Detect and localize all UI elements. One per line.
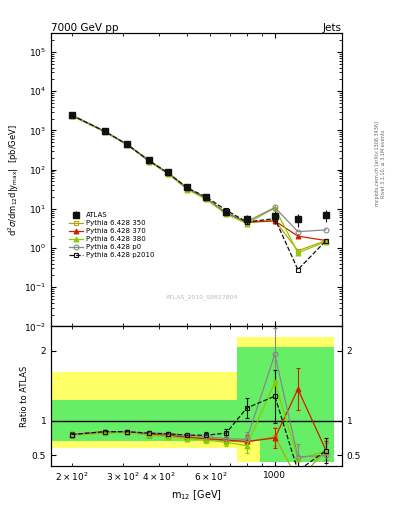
Pythia 6.428 370 xyxy=(125,141,129,147)
Pythia 6.428 p0 xyxy=(272,204,277,210)
Pythia 6.428 380 xyxy=(324,239,329,245)
Text: Jets: Jets xyxy=(323,23,342,32)
Pythia 6.428 370 xyxy=(224,210,229,216)
Pythia 6.428 p2010 xyxy=(166,170,171,176)
Pythia 6.428 370 xyxy=(185,185,190,191)
Pythia 6.428 370 xyxy=(69,112,74,118)
Line: Pythia 6.428 370: Pythia 6.428 370 xyxy=(69,113,329,243)
Pythia 6.428 370 xyxy=(244,219,249,225)
Pythia 6.428 350 xyxy=(272,218,277,224)
Pythia 6.428 370 xyxy=(204,195,208,201)
Text: ATLAS_2010_S8817804: ATLAS_2010_S8817804 xyxy=(166,294,239,300)
Pythia 6.428 380 xyxy=(272,205,277,211)
Pythia 6.428 370 xyxy=(103,129,107,135)
Pythia 6.428 p2010 xyxy=(324,238,329,244)
Pythia 6.428 p0 xyxy=(185,185,190,191)
Pythia 6.428 370 xyxy=(272,218,277,224)
Text: Rivet 3.1.10, ≥ 3.1M events: Rivet 3.1.10, ≥ 3.1M events xyxy=(381,130,386,198)
Pythia 6.428 380 xyxy=(103,129,107,135)
Pythia 6.428 350 xyxy=(103,129,107,135)
Pythia 6.428 380 xyxy=(125,142,129,148)
Pythia 6.428 350 xyxy=(244,219,249,225)
Pythia 6.428 p2010 xyxy=(224,207,229,214)
Text: mcplots.cern.ch [arXiv:1306.3436]: mcplots.cern.ch [arXiv:1306.3436] xyxy=(375,121,380,206)
Pythia 6.428 350 xyxy=(324,238,329,244)
Pythia 6.428 350 xyxy=(224,210,229,216)
Pythia 6.428 380 xyxy=(166,171,171,177)
Pythia 6.428 380 xyxy=(296,250,300,256)
Y-axis label: d$^2\sigma$/dm$_{12}$d|y$_{\rm max}$|  [pb/GeV]: d$^2\sigma$/dm$_{12}$d|y$_{\rm max}$| [p… xyxy=(7,124,21,236)
Line: Pythia 6.428 p2010: Pythia 6.428 p2010 xyxy=(69,113,329,272)
Pythia 6.428 p2010 xyxy=(204,194,208,200)
Pythia 6.428 p2010 xyxy=(125,141,129,147)
Pythia 6.428 350 xyxy=(185,185,190,191)
Pythia 6.428 p2010 xyxy=(185,185,190,191)
Pythia 6.428 380 xyxy=(147,159,152,165)
Pythia 6.428 350 xyxy=(125,141,129,147)
Pythia 6.428 p0 xyxy=(224,210,229,216)
Pythia 6.428 p2010 xyxy=(103,129,107,135)
Y-axis label: Ratio to ATLAS: Ratio to ATLAS xyxy=(20,366,29,427)
Pythia 6.428 350 xyxy=(147,158,152,164)
Pythia 6.428 370 xyxy=(166,170,171,177)
Pythia 6.428 380 xyxy=(224,211,229,217)
Pythia 6.428 350 xyxy=(69,112,74,118)
Legend: ATLAS, Pythia 6.428 350, Pythia 6.428 370, Pythia 6.428 380, Pythia 6.428 p0, Py: ATLAS, Pythia 6.428 350, Pythia 6.428 37… xyxy=(69,212,154,259)
Line: Pythia 6.428 380: Pythia 6.428 380 xyxy=(69,113,329,255)
Pythia 6.428 350 xyxy=(204,195,208,201)
Pythia 6.428 p0 xyxy=(244,219,249,225)
Pythia 6.428 p2010 xyxy=(244,219,249,225)
Pythia 6.428 p0 xyxy=(296,229,300,235)
Text: 7000 GeV pp: 7000 GeV pp xyxy=(51,23,119,32)
Pythia 6.428 p0 xyxy=(147,158,152,164)
Pythia 6.428 370 xyxy=(296,233,300,239)
Pythia 6.428 350 xyxy=(166,170,171,177)
Pythia 6.428 p0 xyxy=(125,141,129,147)
Line: Pythia 6.428 350: Pythia 6.428 350 xyxy=(69,113,329,253)
Pythia 6.428 p0 xyxy=(166,170,171,176)
Pythia 6.428 380 xyxy=(204,196,208,202)
X-axis label: m$_{12}$ [GeV]: m$_{12}$ [GeV] xyxy=(171,488,222,502)
Pythia 6.428 p0 xyxy=(103,129,107,135)
Pythia 6.428 350 xyxy=(296,248,300,254)
Pythia 6.428 370 xyxy=(147,158,152,164)
Pythia 6.428 p0 xyxy=(204,195,208,201)
Pythia 6.428 p2010 xyxy=(272,216,277,222)
Pythia 6.428 380 xyxy=(69,113,74,119)
Pythia 6.428 p0 xyxy=(324,227,329,233)
Pythia 6.428 p2010 xyxy=(69,112,74,118)
Line: Pythia 6.428 p0: Pythia 6.428 p0 xyxy=(69,113,329,234)
Pythia 6.428 p0 xyxy=(69,112,74,118)
Pythia 6.428 p2010 xyxy=(147,158,152,164)
Pythia 6.428 380 xyxy=(185,186,190,193)
Pythia 6.428 p2010 xyxy=(296,267,300,273)
Pythia 6.428 380 xyxy=(244,221,249,227)
Pythia 6.428 370 xyxy=(324,238,329,244)
